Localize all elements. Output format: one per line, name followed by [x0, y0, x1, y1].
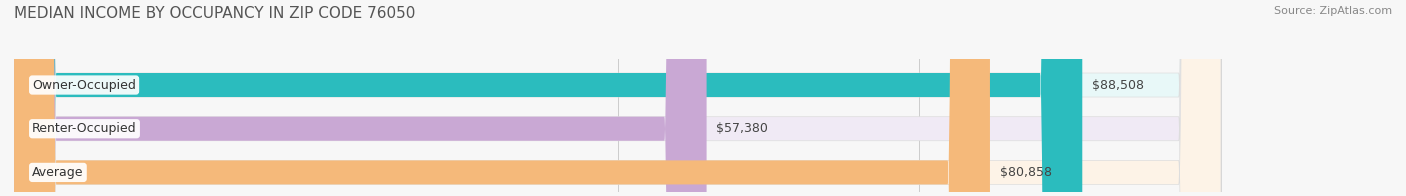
FancyBboxPatch shape: [14, 0, 1220, 196]
Text: $88,508: $88,508: [1092, 79, 1144, 92]
FancyBboxPatch shape: [14, 0, 707, 196]
Text: Average: Average: [32, 166, 84, 179]
Text: $80,858: $80,858: [1000, 166, 1052, 179]
Text: $57,380: $57,380: [716, 122, 768, 135]
FancyBboxPatch shape: [14, 0, 990, 196]
Text: Source: ZipAtlas.com: Source: ZipAtlas.com: [1274, 6, 1392, 16]
Text: Renter-Occupied: Renter-Occupied: [32, 122, 136, 135]
FancyBboxPatch shape: [14, 0, 1083, 196]
FancyBboxPatch shape: [14, 0, 1220, 196]
FancyBboxPatch shape: [14, 0, 1220, 196]
Text: Owner-Occupied: Owner-Occupied: [32, 79, 136, 92]
Text: MEDIAN INCOME BY OCCUPANCY IN ZIP CODE 76050: MEDIAN INCOME BY OCCUPANCY IN ZIP CODE 7…: [14, 6, 415, 21]
